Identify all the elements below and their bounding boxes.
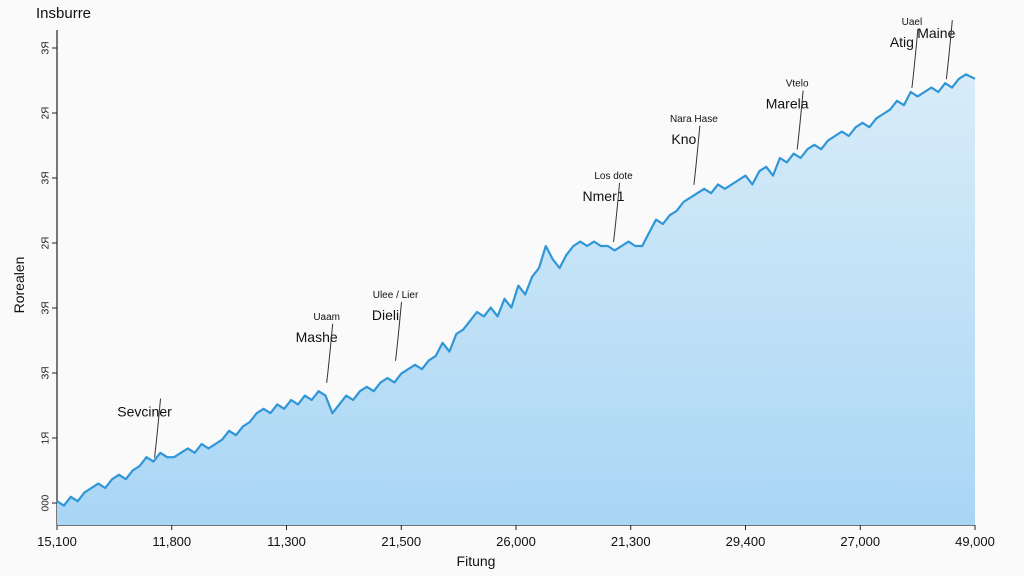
x-tick-label: 11,800 (152, 534, 191, 549)
annotation-leader (395, 301, 403, 361)
annotation: Maine (917, 20, 956, 80)
annotation: Kno Nara Hase (670, 114, 718, 185)
y-tick-label: ЗЯ (41, 41, 52, 54)
annotation-sublabel: Los dote (594, 171, 633, 182)
annotation-label: Mashe (296, 329, 338, 345)
y-tick-label: 2Я (41, 237, 52, 250)
plot-area (56, 73, 976, 526)
annotation-leader (693, 125, 701, 185)
annotation-label: Atig (890, 34, 914, 50)
annotation-sublabel: Uael (902, 17, 923, 28)
annotation: Atig Uael (890, 17, 923, 89)
x-tick-label: 27,000 (840, 534, 880, 549)
x-tick-label: 21,500 (381, 534, 421, 549)
annotation-label: Maine (917, 25, 955, 41)
annotation-label: Nmer1 (583, 188, 625, 204)
y-tick-label: ЗЯ (41, 301, 52, 314)
annotation: Nmer1 Los dote (583, 171, 633, 243)
annotation: Sevciner (117, 398, 172, 458)
annotations: Sevciner Mashe Uaam Dieli Ulee / Lier Nmer1 Lo… (117, 17, 956, 458)
x-axis-label: Fitung (457, 553, 496, 569)
series-line (56, 73, 976, 507)
annotation: Dieli Ulee / Lier (372, 290, 419, 361)
x-tick-label: 49,000 (955, 534, 995, 549)
chart-title: Insburre (36, 5, 91, 22)
y-tick-label: 1Я (41, 432, 52, 445)
annotation-leader (796, 90, 804, 150)
annotation-label: Dieli (372, 307, 399, 323)
annotation-sublabel: Nara Hase (670, 114, 718, 125)
annotation-label: Marela (766, 96, 809, 112)
series-area-fill (57, 74, 975, 526)
annotation-leader (911, 28, 919, 89)
x-tick-label: 15,100 (37, 534, 77, 549)
annotation-leader (945, 20, 953, 80)
x-tick-label: 29,400 (726, 534, 766, 549)
annotation-sublabel: Ulee / Lier (373, 290, 419, 301)
annotation-sublabel: Vtelo (786, 79, 809, 90)
y-tick-label: ЗЯ (41, 366, 52, 379)
x-tick-label: 26,000 (496, 534, 536, 549)
x-tick-label: 11,300 (267, 534, 306, 549)
annotation-sublabel: Uaam (313, 312, 340, 323)
y-axis-label: Rorealen (11, 257, 27, 314)
y-axis: ЗЯ 2Я ЗЯ 2Я ЗЯ ЗЯ 1Я 000 Rorealen (11, 30, 58, 525)
annotation-leader (613, 182, 621, 243)
annotation-label: Sevciner (117, 404, 172, 420)
x-tick-label: 21,300 (611, 534, 651, 549)
y-tick-label: ЗЯ (41, 171, 52, 184)
y-tick-label: 000 (41, 494, 52, 511)
x-axis: 15,100 11,800 11,300 21,500 26,000 21,300 29,4… (37, 524, 995, 569)
annotation-leader (154, 398, 162, 458)
y-tick-label: 2Я (41, 107, 52, 120)
annotation-leader (326, 323, 334, 383)
annotation-label: Kno (671, 131, 696, 147)
annotation: Marela Vtelo (766, 79, 809, 150)
annotation: Mashe Uaam (296, 312, 340, 383)
